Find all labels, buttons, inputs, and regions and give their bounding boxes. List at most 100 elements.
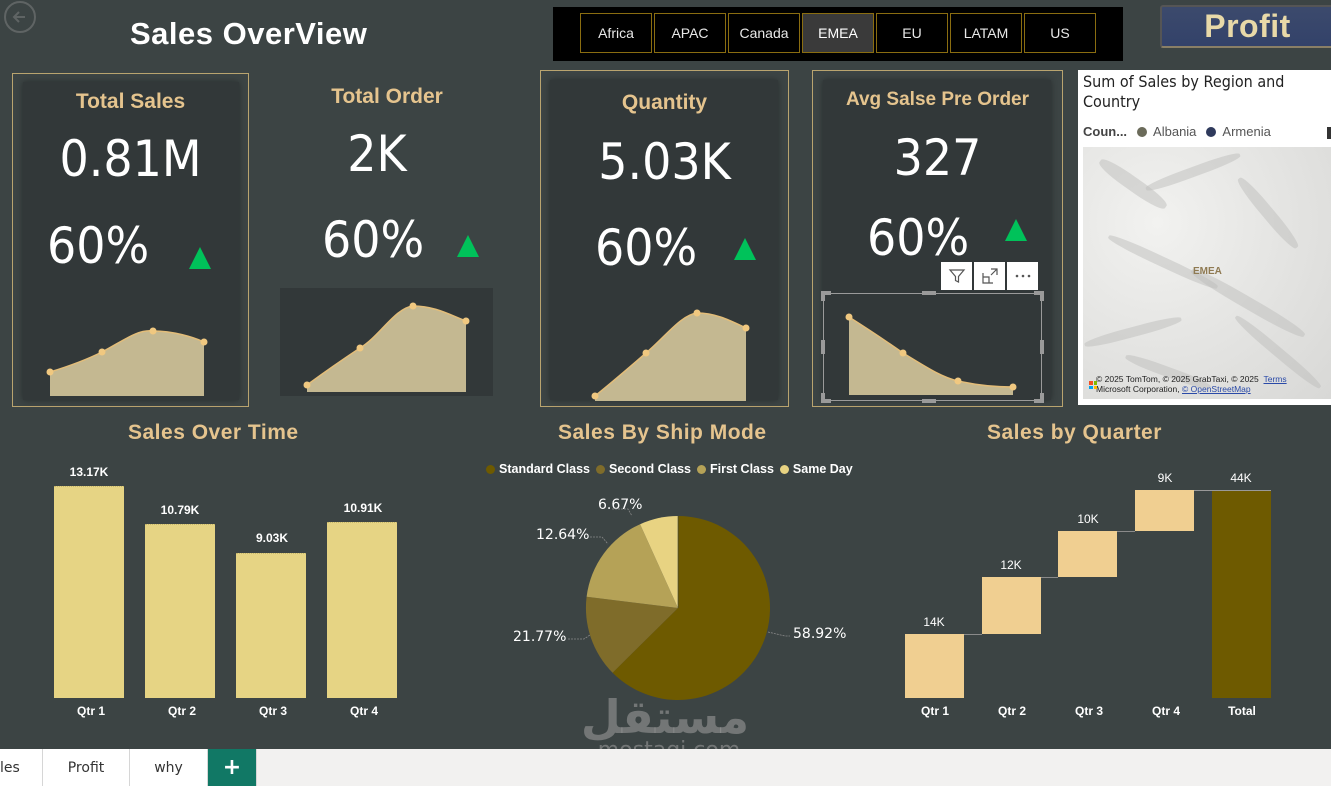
openstreetmap-link[interactable]: © OpenStreetMap <box>1182 384 1251 394</box>
trend-up-icon <box>1005 219 1027 241</box>
kpi-title: Quantity <box>621 91 708 114</box>
more-options-icon <box>1015 274 1030 278</box>
profit-page-button[interactable]: Profit <box>1160 5 1331 48</box>
slicer-option-emea[interactable]: EMEA <box>802 13 874 53</box>
filter-button[interactable] <box>941 262 972 290</box>
kpi-change: 60% <box>595 219 698 277</box>
pie-label-same-day: 6.67% <box>598 497 643 513</box>
x-axis-label: Qtr 2 <box>167 704 196 718</box>
waterfall-value-label: 44K <box>1230 471 1252 485</box>
tab-sales[interactable]: les <box>0 749 43 786</box>
focus-mode-button[interactable] <box>974 262 1005 290</box>
legend-dot-icon <box>1206 126 1217 137</box>
tab-why[interactable]: why <box>130 749 208 786</box>
sales-by-quarter-title: Sales by Quarter <box>987 421 1162 444</box>
kpi-title: Total Sales <box>75 90 186 113</box>
legend-item-second-class[interactable]: Second Class <box>596 462 691 476</box>
arrow-left-circle-icon <box>12 11 25 23</box>
slicer-option-latam[interactable]: LATAM <box>950 13 1022 53</box>
region-slicer: Africa APAC Canada EMEA EU LATAM US <box>553 7 1123 61</box>
legend-dot-icon <box>1137 126 1148 137</box>
pie-legend: Standard Class Second Class First Class … <box>486 462 853 476</box>
slicer-option-us[interactable]: US <box>1024 13 1096 53</box>
tab-profit[interactable]: Profit <box>43 749 130 786</box>
legend-item-albania[interactable]: Albania <box>1153 124 1197 139</box>
waterfall-value-label: 10K <box>1077 512 1099 526</box>
map-visual[interactable]: Sum of Sales by Region and Country Coun.… <box>1078 70 1331 405</box>
visual-header-toolbar <box>941 262 1038 290</box>
legend-item-armenia[interactable]: Armenia <box>1222 124 1271 139</box>
waterfall-bar-qtr-1[interactable] <box>905 634 964 698</box>
trend-up-icon <box>457 235 479 257</box>
waterfall-value-label: 12K <box>1000 558 1022 572</box>
kpi-title: Total Order <box>331 85 443 108</box>
sparkline <box>591 309 750 401</box>
map-title: Sum of Sales by Region and Country <box>1083 72 1285 111</box>
kpi-value: 327 <box>893 129 982 187</box>
terms-link[interactable]: Terms <box>1263 374 1287 384</box>
trend-up-icon <box>189 247 211 269</box>
legend-item-same-day[interactable]: Same Day <box>779 462 853 476</box>
waterfall-value-label: 14K <box>923 615 945 629</box>
sparkline <box>845 313 1017 395</box>
map-legend: Coun... Albania Armenia <box>1083 124 1271 139</box>
bar-value-label: 10.91K <box>343 501 383 515</box>
bar-qtr-1[interactable] <box>54 486 124 698</box>
waterfall-bar-qtr-3[interactable] <box>1058 531 1117 577</box>
sparkline <box>46 327 208 396</box>
bar-qtr-4[interactable] <box>327 522 397 698</box>
legend-item-standard-class[interactable]: Standard Class <box>486 462 590 476</box>
kpi-change: 60% <box>867 209 970 267</box>
x-axis-label: Qtr 3 <box>1074 704 1103 718</box>
bar-qtr-2[interactable] <box>145 524 215 698</box>
x-axis-label: Qtr 4 <box>1151 704 1180 718</box>
map-canvas[interactable] <box>1083 147 1331 399</box>
legend-item-first-class[interactable]: First Class <box>697 462 774 476</box>
bar-qtr-3[interactable] <box>236 553 306 698</box>
slicer-option-apac[interactable]: APAC <box>654 13 726 53</box>
slicer-option-eu[interactable]: EU <box>876 13 948 53</box>
selected-visual-frame[interactable] <box>821 291 1044 403</box>
x-axis-label: Qtr 1 <box>920 704 949 718</box>
pie-label-first-class: 12.64% <box>536 527 590 543</box>
bar-value-label: 9.03K <box>255 531 289 545</box>
kpi-card-total-order: Total Order 2K 60% <box>276 73 498 407</box>
kpi-value: 2K <box>347 125 407 183</box>
slicer-option-canada[interactable]: Canada <box>728 13 800 53</box>
back-button[interactable] <box>4 1 36 33</box>
more-options-button[interactable] <box>1007 262 1038 290</box>
filter-icon <box>948 269 965 283</box>
legend-scroll-arrow-icon[interactable] <box>1327 127 1331 139</box>
x-axis-label: Total <box>1228 704 1256 718</box>
waterfall-bar-total[interactable] <box>1212 490 1271 698</box>
waterfall-bar-qtr-2[interactable] <box>982 577 1041 634</box>
page-title: Sales OverView <box>130 16 368 51</box>
kpi-card-total-sales: Total Sales 0.81M 60% <box>12 73 249 407</box>
add-page-button[interactable]: + <box>208 749 257 786</box>
kpi-change: 60% <box>322 211 425 269</box>
pie-label-second-class: 21.77% <box>513 629 567 645</box>
watermark-arabic: مستقل <box>580 690 750 744</box>
kpi-card-avg-sales-per-order: Avg Salse Pre Order 327 60% <box>812 70 1063 407</box>
bar-value-label: 13.17K <box>69 465 109 479</box>
trend-up-icon <box>734 238 756 260</box>
pie-label-standard-class: 58.92% <box>793 626 847 642</box>
x-axis-label: Qtr 4 <box>349 704 378 718</box>
microsoft-logo-icon <box>1089 381 1097 389</box>
x-axis-label: Qtr 2 <box>997 704 1026 718</box>
x-axis-label: Qtr 3 <box>258 704 287 718</box>
sales-over-time-title: Sales Over Time <box>128 421 299 444</box>
map-legend-title: Coun... <box>1083 124 1128 139</box>
ship-mode-pie-chart[interactable] <box>580 510 780 710</box>
page-tab-bar: les Profit why + <box>0 749 1331 786</box>
kpi-title: Avg Salse Pre Order <box>845 89 1030 110</box>
kpi-change: 60% <box>47 217 150 275</box>
sparkline <box>280 288 493 396</box>
slicer-option-africa[interactable]: Africa <box>580 13 652 53</box>
x-axis-label: Qtr 1 <box>76 704 105 718</box>
kpi-value: 5.03K <box>598 133 731 191</box>
waterfall-bar-qtr-4[interactable] <box>1135 490 1194 531</box>
kpi-value: 0.81M <box>59 130 202 188</box>
map-region-label: EMEA <box>1193 266 1222 277</box>
sales-by-ship-mode-title: Sales By Ship Mode <box>558 421 767 444</box>
